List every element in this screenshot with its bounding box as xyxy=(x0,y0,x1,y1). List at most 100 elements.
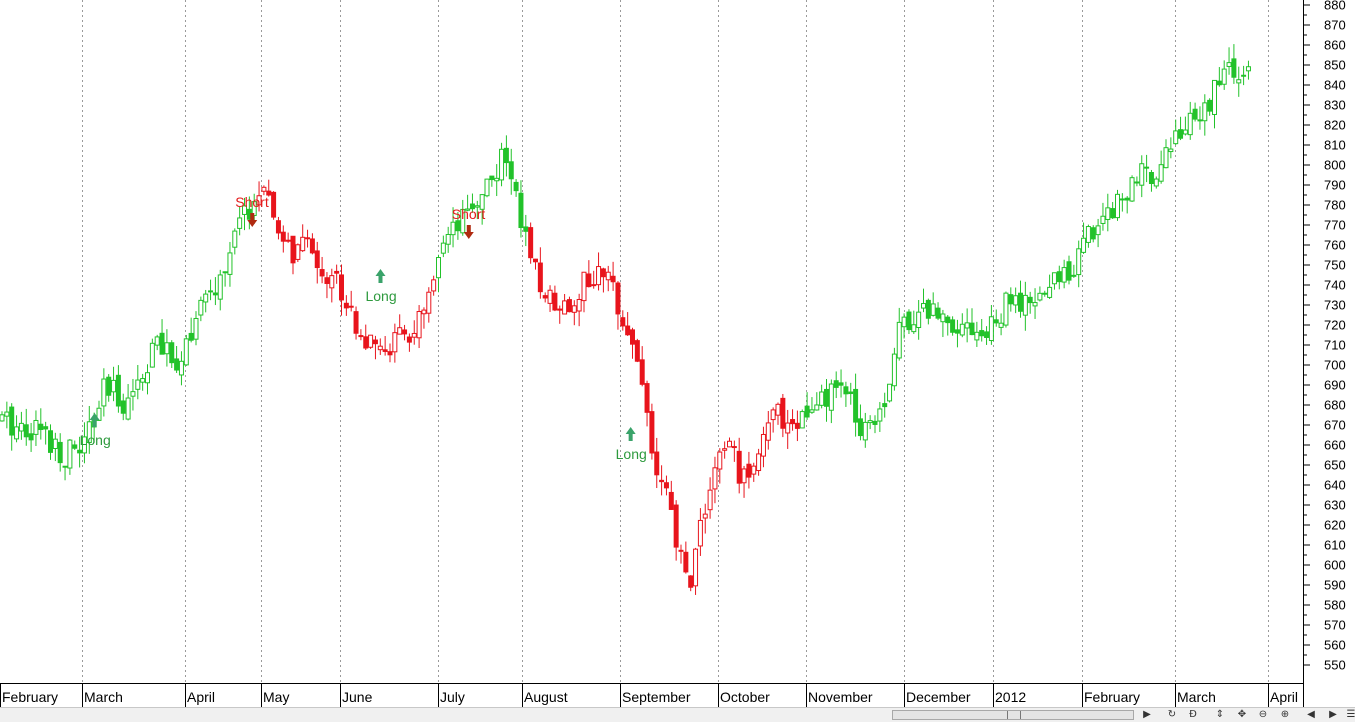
y-tick-label: 580 xyxy=(1324,598,1346,613)
candle-body xyxy=(736,450,742,484)
candle-body xyxy=(140,378,146,383)
y-tick-label: 820 xyxy=(1324,118,1346,133)
candle-body xyxy=(668,491,674,510)
candle-body xyxy=(921,303,926,309)
candle-body xyxy=(756,453,762,472)
candle-body xyxy=(814,404,820,411)
candle xyxy=(688,575,694,592)
candle-body xyxy=(945,316,951,324)
candle xyxy=(644,380,650,427)
y-tick-label: 870 xyxy=(1324,18,1346,33)
last-icon[interactable]: ▶ xyxy=(1329,709,1337,720)
candle xyxy=(280,225,286,253)
x-tick-label: February xyxy=(1084,689,1140,705)
candle-body xyxy=(969,322,975,336)
candle-body xyxy=(1202,102,1208,122)
candle-body xyxy=(217,274,223,300)
scroll-left-icon[interactable]: ▶ xyxy=(1143,709,1151,720)
candle xyxy=(571,300,577,326)
candle xyxy=(339,264,344,316)
candle xyxy=(911,310,917,334)
move-vertical-icon[interactable]: ⇕ xyxy=(1215,709,1225,720)
first-icon[interactable]: ◀ xyxy=(1307,709,1315,720)
candle xyxy=(368,334,374,349)
candle xyxy=(1032,288,1038,319)
candle-body xyxy=(416,311,422,339)
candle xyxy=(72,440,78,450)
refresh-icon[interactable]: ↻ xyxy=(1167,709,1177,720)
candle xyxy=(1076,240,1082,288)
zoom-out-icon[interactable]: ⊖ xyxy=(1258,709,1268,720)
candle xyxy=(111,366,117,402)
candle xyxy=(537,247,543,299)
zoom-in-icon[interactable]: ⊕ xyxy=(1280,709,1290,720)
candle xyxy=(785,409,791,449)
x-tick-label: December xyxy=(906,689,971,705)
candle-body xyxy=(275,220,281,234)
y-tick-label: 560 xyxy=(1324,638,1346,653)
candle xyxy=(857,404,863,441)
candle xyxy=(824,378,829,422)
candle xyxy=(804,392,810,420)
candle-body xyxy=(838,382,844,386)
candle-body xyxy=(843,386,849,395)
candle xyxy=(212,277,218,306)
candle xyxy=(169,340,175,368)
scroll-thumb[interactable] xyxy=(892,710,1134,720)
candle xyxy=(1216,67,1222,87)
menu-icon[interactable]: ☰ xyxy=(1346,709,1355,720)
candle-body xyxy=(86,421,92,444)
candle-body xyxy=(227,252,233,275)
candle-body xyxy=(760,433,766,457)
draw-icon[interactable]: Ð xyxy=(1189,709,1197,720)
candle xyxy=(683,541,689,574)
candle-body xyxy=(28,433,34,441)
y-tick-label: 830 xyxy=(1324,98,1346,113)
candle xyxy=(790,409,796,431)
candle xyxy=(343,295,349,316)
y-tick-label: 620 xyxy=(1324,518,1346,533)
candle-body xyxy=(731,446,737,449)
candle-body xyxy=(1168,148,1174,153)
candle-body xyxy=(639,359,645,385)
candle xyxy=(1173,119,1179,146)
candle-body xyxy=(790,419,796,425)
candle-body xyxy=(542,295,548,299)
candle-body xyxy=(484,178,490,197)
candle xyxy=(208,279,214,301)
candle xyxy=(600,267,606,293)
candle-body xyxy=(630,329,635,345)
candle xyxy=(377,338,383,355)
candle-body xyxy=(101,378,107,407)
candle xyxy=(654,437,660,489)
candle-body xyxy=(178,360,184,376)
candle-body xyxy=(198,299,204,316)
candle-body xyxy=(896,321,902,359)
candle xyxy=(178,351,184,386)
candle-body xyxy=(780,397,786,429)
candle-body xyxy=(911,324,917,333)
candle xyxy=(984,326,990,345)
candle-body xyxy=(1008,294,1014,305)
candle-body xyxy=(479,194,485,210)
candle xyxy=(581,271,587,313)
candle-body xyxy=(130,391,136,397)
candle xyxy=(634,338,640,363)
candle-body xyxy=(33,419,39,435)
candle-body xyxy=(984,331,990,338)
x-tick-label: April xyxy=(187,689,215,705)
candle-body xyxy=(499,148,505,181)
candle xyxy=(528,222,534,264)
candle-body xyxy=(877,408,883,422)
candle xyxy=(411,320,417,345)
candle xyxy=(125,384,131,421)
candle-body xyxy=(1047,286,1053,298)
candle xyxy=(1236,66,1242,97)
move-icon[interactable]: ✥ xyxy=(1237,709,1247,720)
chart-scrollbar[interactable]: ▶ ↻ Ð ⇕ ✥ ⊖ ⊕ ◀ ▶ ☰ xyxy=(0,707,1355,722)
candle xyxy=(954,319,960,348)
candle xyxy=(309,233,315,255)
signal-label: Short xyxy=(452,206,486,222)
candle-body xyxy=(402,329,408,335)
candle-body xyxy=(518,192,524,229)
